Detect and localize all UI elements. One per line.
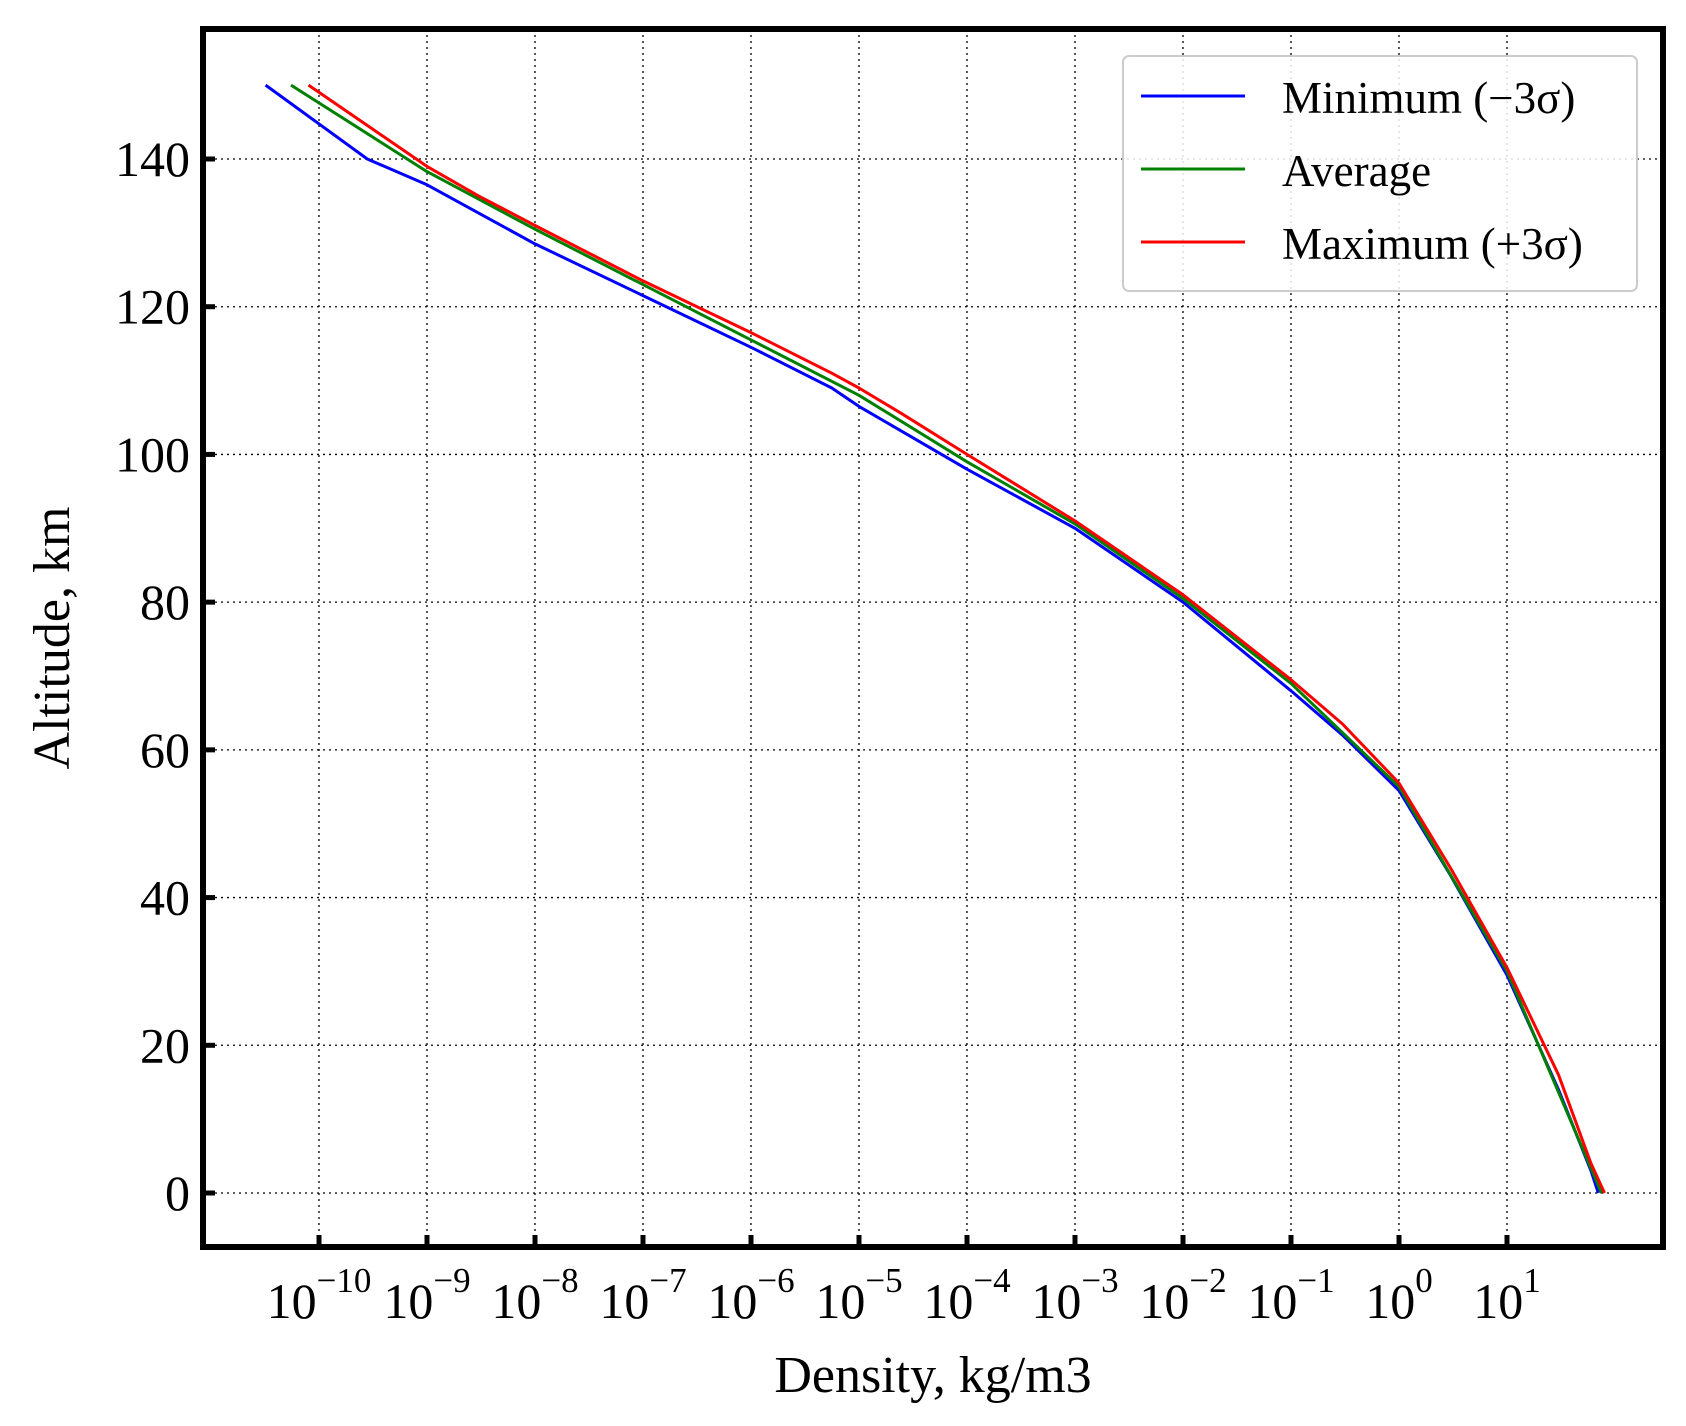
x-tick-label: 10−3 (1031, 1261, 1118, 1329)
x-tick-label: 10−10 (267, 1261, 372, 1329)
y-tick-label: 40 (140, 870, 190, 926)
x-tick-label: 10−4 (923, 1261, 1010, 1329)
x-tick-label: 10−7 (599, 1261, 686, 1329)
x-tick-label: 10−9 (383, 1261, 470, 1329)
series-line (290, 83, 1603, 1194)
y-tick-label: 0 (165, 1165, 190, 1221)
legend-label: Average (1282, 146, 1431, 196)
x-tick-label: 10−1 (1247, 1261, 1334, 1329)
x-tick-label: 10−5 (815, 1261, 902, 1329)
legend-box (1122, 55, 1638, 292)
series-lines (264, 83, 1606, 1194)
y-tick-label: 120 (115, 279, 190, 335)
legend-label: Minimum (−3σ) (1282, 73, 1575, 123)
y-axis-label: Altitude, km (24, 507, 81, 770)
x-axis-label: Density, kg/m3 (774, 1347, 1091, 1404)
y-tick-label: 20 (140, 1017, 190, 1073)
legend: Minimum (−3σ) Average Maximum (+3σ) (1122, 55, 1638, 292)
series-line (307, 83, 1606, 1194)
x-tick-label: 10−6 (707, 1261, 794, 1329)
y-tick-label: 100 (115, 426, 190, 482)
x-tick-label: 10−8 (491, 1261, 578, 1329)
x-tick-label: 100 (1365, 1261, 1433, 1329)
legend-label: Maximum (+3σ) (1282, 219, 1583, 269)
x-tick-label: 10−2 (1139, 1261, 1226, 1329)
y-tick-label: 140 (115, 131, 190, 187)
plot-frame (200, 26, 1666, 1250)
axis-ticks: 10−10 10−9 10−8 10−7 10−6 10−5 10−4 10−3 10−2 10−… (115, 131, 1541, 1329)
y-tick-label: 60 (140, 722, 190, 778)
grid (203, 29, 1663, 1247)
y-tick-label: 80 (140, 574, 190, 630)
x-tick-label: 101 (1473, 1261, 1541, 1329)
